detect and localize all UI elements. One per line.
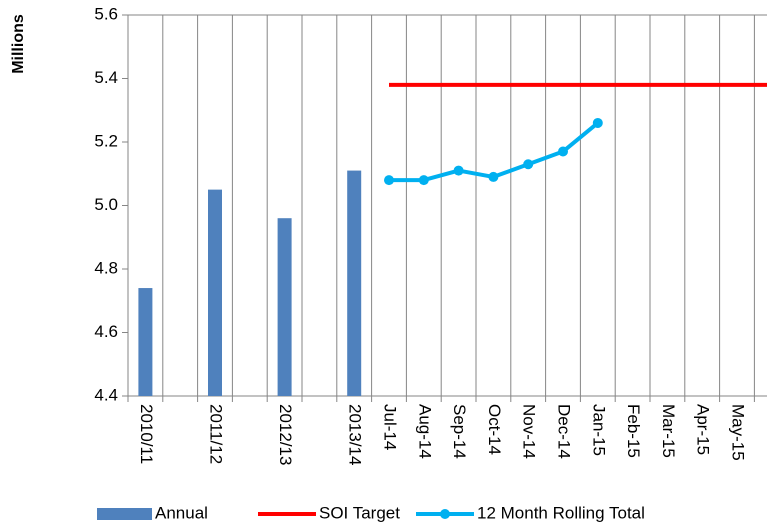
x-tick-label: 2011/12	[207, 404, 226, 464]
x-tick-label: Apr-15	[694, 404, 713, 455]
x-tick-label: Feb-15	[624, 404, 643, 458]
line-marker	[453, 165, 464, 176]
line-marker	[418, 175, 429, 186]
y-tick-label: 4.8	[94, 258, 118, 277]
bar	[277, 218, 292, 396]
legend-label: 12 Month Rolling Total	[477, 503, 645, 522]
x-tick-label: 2010/11	[137, 404, 156, 464]
legend-marker	[440, 509, 450, 519]
y-tick-label: 5.2	[94, 131, 118, 150]
bar	[138, 288, 153, 396]
x-tick-label: Jan-15	[589, 404, 608, 456]
y-tick-label: 5.0	[94, 195, 118, 214]
x-tick-label: Dec-14	[555, 404, 574, 459]
x-tick-label: 2012/13	[276, 404, 295, 465]
y-tick-label: 4.4	[94, 385, 118, 404]
bar	[208, 189, 222, 396]
line-marker	[523, 159, 534, 170]
x-tick-label: Aug-14	[415, 404, 434, 459]
x-tick-label: Jun-15	[763, 404, 767, 456]
legend-label: SOI Target	[319, 503, 400, 522]
x-tick-label: Jul-14	[381, 404, 400, 450]
y-tick-label: 5.6	[94, 4, 118, 23]
y-axis-label: Millions	[10, 14, 27, 74]
line-marker	[558, 146, 568, 157]
legend-label: Annual	[155, 503, 208, 522]
x-tick-label: Sep-14	[450, 404, 469, 459]
legend-swatch	[97, 508, 152, 520]
x-tick-label: Mar-15	[659, 404, 678, 458]
line-marker	[592, 117, 603, 128]
x-tick-label: Nov-14	[520, 404, 539, 459]
line-marker	[488, 171, 499, 182]
line-marker	[384, 175, 394, 186]
y-tick-label: 5.4	[94, 68, 118, 87]
x-tick-label: 2013/14	[346, 404, 365, 465]
y-tick-label: 4.6	[94, 322, 118, 341]
x-tick-label: May-15	[729, 404, 748, 461]
bar	[347, 170, 362, 396]
x-tick-label: Oct-14	[485, 404, 504, 455]
